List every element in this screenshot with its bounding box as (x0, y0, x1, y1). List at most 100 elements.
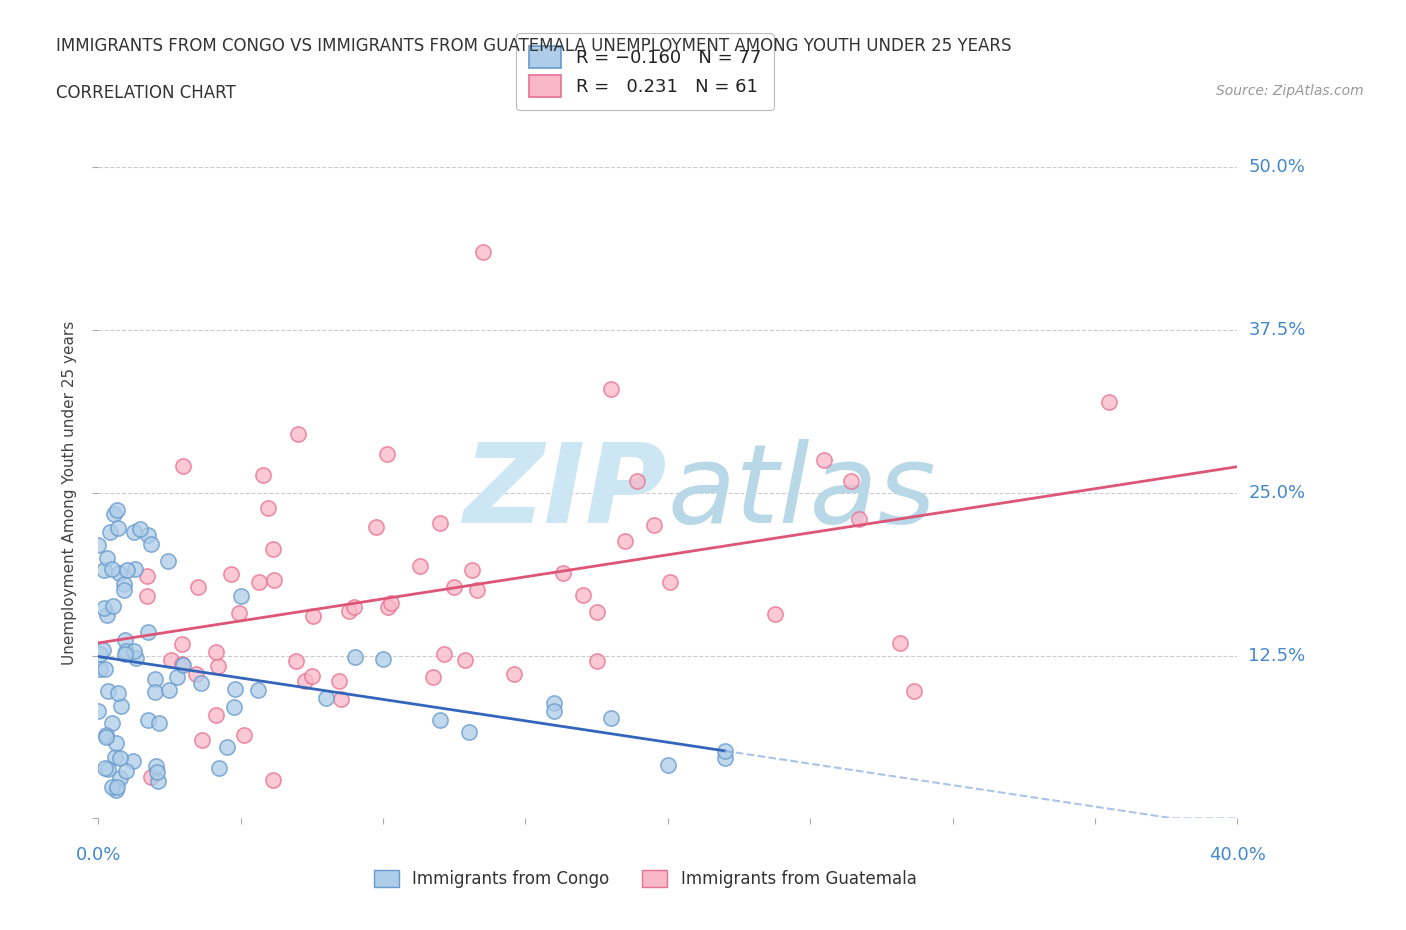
Point (375, 446, 398, 461)
Point (229, 589, 252, 604)
Point (112, 582, 135, 597)
Point (186, 667, 208, 682)
Point (848, 512, 870, 526)
Point (107, 685, 129, 700)
Point (160, 653, 183, 668)
Point (543, 704, 565, 719)
Point (145, 758, 167, 773)
Point (122, 754, 145, 769)
Point (107, 521, 129, 536)
Point (135, 568, 157, 583)
Point (285, 654, 308, 669)
Point (204, 707, 226, 722)
Point (219, 566, 242, 581)
Point (98, 525, 121, 539)
Point (114, 632, 136, 647)
Point (813, 453, 835, 468)
Point (343, 650, 366, 665)
Point (257, 501, 280, 516)
Point (94, 730, 117, 745)
Point (166, 670, 188, 684)
Point (101, 562, 124, 577)
Point (714, 751, 737, 765)
Point (337, 604, 360, 618)
Point (457, 724, 479, 739)
Point (100, 779, 122, 794)
Point (302, 608, 325, 623)
Point (247, 682, 270, 697)
Point (97, 684, 120, 698)
Point (101, 715, 124, 730)
Point (571, 588, 593, 603)
Point (125, 651, 148, 666)
Text: 25.0%: 25.0% (1249, 484, 1306, 502)
Point (659, 575, 682, 590)
Point (328, 673, 350, 688)
Text: atlas: atlas (668, 439, 936, 547)
Point (215, 739, 238, 754)
Point (138, 712, 160, 727)
Point (315, 690, 337, 705)
Point (104, 782, 127, 797)
Point (128, 522, 150, 537)
Point (143, 671, 166, 686)
Point (172, 658, 194, 672)
Text: 0.0%: 0.0% (76, 846, 121, 864)
Legend: Immigrants from Congo, Immigrants from Guatemala: Immigrants from Congo, Immigrants from G… (367, 863, 924, 895)
Point (103, 507, 125, 522)
Point (247, 575, 270, 590)
Point (157, 683, 180, 698)
Point (87, 538, 110, 552)
Point (600, 711, 623, 725)
Point (93, 563, 115, 578)
Point (551, 565, 574, 580)
Point (105, 735, 128, 750)
Point (190, 675, 212, 690)
Point (600, 381, 623, 396)
Point (380, 595, 402, 610)
Point (93, 601, 115, 616)
Point (156, 553, 179, 568)
Point (93, 662, 115, 677)
Text: 12.5%: 12.5% (1249, 646, 1306, 665)
Point (839, 474, 862, 489)
Point (122, 644, 145, 658)
Point (170, 657, 193, 671)
Point (191, 732, 214, 747)
Point (89, 646, 111, 661)
Point (94, 727, 117, 742)
Point (330, 691, 353, 706)
Point (232, 728, 254, 743)
Point (105, 779, 128, 794)
Point (110, 751, 132, 765)
Point (889, 635, 911, 650)
Point (110, 698, 132, 713)
Point (586, 604, 609, 619)
Point (148, 716, 170, 731)
Point (461, 563, 484, 578)
Text: CORRELATION CHART: CORRELATION CHART (56, 84, 236, 101)
Point (503, 666, 526, 681)
Point (262, 542, 284, 557)
Point (104, 750, 127, 764)
Point (586, 654, 609, 669)
Point (136, 527, 159, 542)
Text: ZIP: ZIP (464, 439, 668, 547)
Point (465, 583, 488, 598)
Point (262, 773, 284, 788)
Point (657, 757, 679, 772)
Point (172, 636, 194, 651)
Point (433, 647, 456, 662)
Point (204, 644, 226, 659)
Point (96, 608, 118, 623)
Point (626, 473, 648, 488)
Point (224, 699, 246, 714)
Y-axis label: Unemployment Among Youth under 25 years: Unemployment Among Youth under 25 years (62, 321, 77, 665)
Point (429, 515, 451, 530)
Text: 37.5%: 37.5% (1249, 321, 1306, 339)
Point (207, 658, 229, 673)
Point (301, 669, 323, 684)
Point (87, 703, 110, 718)
Point (114, 644, 136, 658)
Point (429, 712, 451, 727)
